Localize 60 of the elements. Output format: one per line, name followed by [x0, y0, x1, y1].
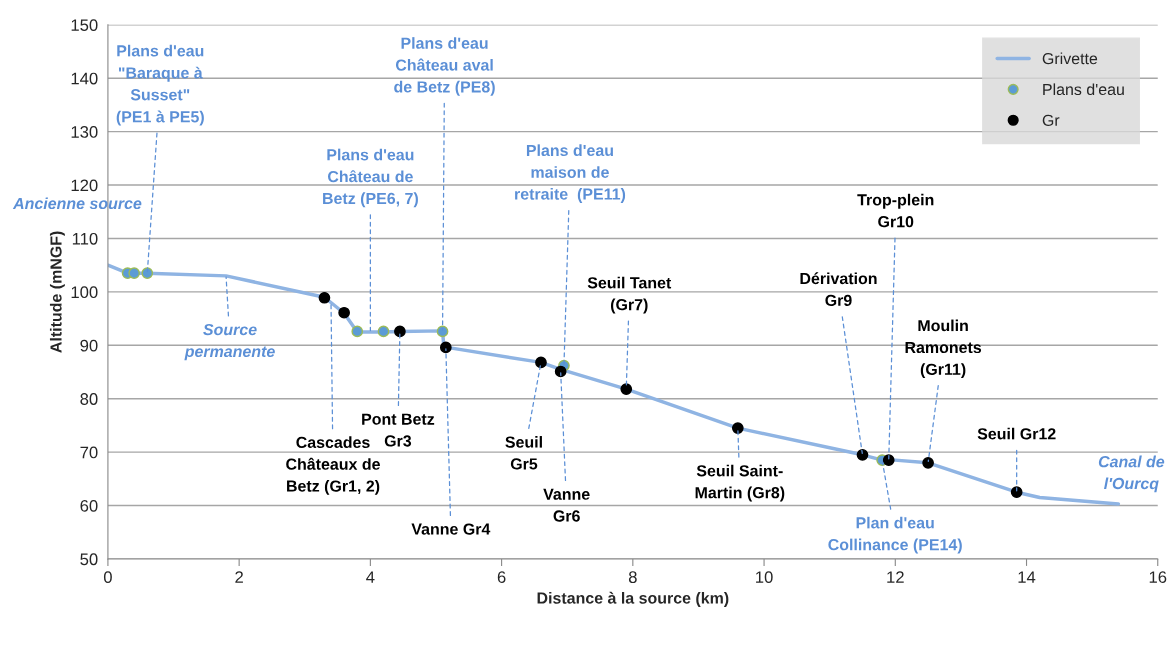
point — [141, 267, 154, 280]
point — [882, 454, 895, 466]
y-tick-label: 60 — [80, 499, 98, 512]
point — [1010, 486, 1023, 499]
point — [394, 325, 406, 338]
legend-label: Grivette — [1042, 52, 1098, 65]
y-tick-label: 120 — [71, 179, 98, 192]
point — [856, 448, 869, 461]
y-tick-label: 140 — [71, 72, 98, 85]
point — [318, 291, 331, 304]
annotation: Plans d'eau "Baraque à Susset" (PE1 à PE5) — [116, 44, 204, 126]
annotation: Seuil Gr12 — [977, 427, 1056, 440]
point — [535, 356, 547, 369]
y-axis-title: Altitude (mNGF) — [49, 231, 65, 353]
point — [439, 341, 452, 354]
y-tick-label: 70 — [80, 446, 98, 459]
annotation: Plans d'eau Château aval de Betz (PE8) — [394, 37, 495, 96]
annotation: Dérivation Gr9 — [800, 272, 877, 307]
point — [377, 325, 390, 338]
annotation: Plan d'eau Collinance (PE14) — [828, 516, 962, 554]
annotation: Cascades Châteaux de Betz (Gr1, 2) — [286, 436, 380, 495]
point — [436, 325, 449, 338]
x-tick-label: 4 — [366, 571, 375, 583]
annotation: Trop-plein Gr10 — [857, 193, 934, 228]
x-tick-label: 6 — [497, 571, 506, 584]
y-tick-label: 80 — [80, 393, 98, 405]
x-tick-label: 10 — [756, 571, 773, 584]
annotation: Plans d'eau maison de retraite (PE11) — [515, 144, 626, 203]
x-axis-title: Distance à la source (km) — [537, 591, 729, 607]
point — [620, 383, 633, 395]
annotation: Canal de l'Ourcq — [1098, 455, 1165, 493]
point — [554, 365, 567, 378]
point — [338, 306, 350, 319]
point — [351, 325, 364, 338]
annotation: Seuil Gr5 — [505, 436, 542, 470]
x-tick-label: 2 — [235, 571, 243, 583]
x-tick-label: 16 — [1149, 571, 1167, 584]
x-tick-label: 0 — [103, 571, 112, 584]
legend-label: Plans d'eau — [1043, 83, 1124, 96]
y-tick-label: 50 — [80, 553, 98, 566]
x-tick-label: 8 — [628, 571, 637, 584]
annotation: Ancienne source — [12, 197, 142, 210]
annotation: Seuil Saint- Martin (Gr8) — [695, 464, 785, 502]
y-tick-label: 110 — [72, 232, 98, 245]
point — [922, 456, 934, 469]
annotation: Source permanente — [184, 323, 275, 361]
legend-label: Gr — [1042, 114, 1060, 126]
annotation: Vanne Gr4 — [411, 523, 491, 535]
annotation: Plans d'eau Château de Betz (PE6, 7) — [323, 148, 418, 208]
point — [731, 422, 744, 434]
y-tick-label: 150 — [71, 19, 98, 32]
y-tick-label: 100 — [71, 286, 98, 299]
annotation: Vanne Gr6 — [543, 488, 590, 522]
point — [128, 267, 141, 280]
annotation: Moulin Ramonets (Gr11) — [905, 319, 982, 379]
annotation: Seuil Tanet (Gr7) — [587, 276, 672, 314]
y-tick-label: 130 — [71, 126, 98, 138]
x-tick-label: 12 — [887, 571, 904, 583]
x-tick-label: 14 — [1018, 571, 1036, 583]
y-tick-label: 90 — [80, 339, 98, 352]
